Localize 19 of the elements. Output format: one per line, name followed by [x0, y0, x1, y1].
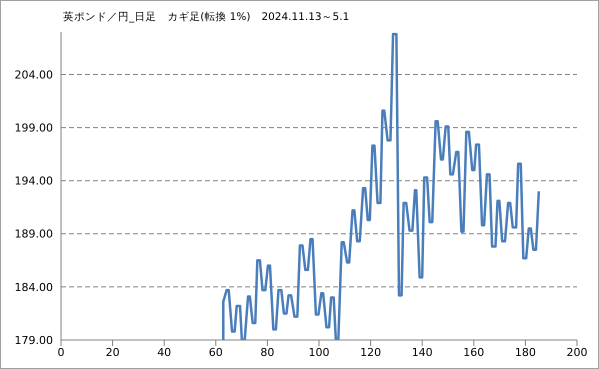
x-tick-label: 100: [308, 346, 330, 359]
x-tick-label: 40: [157, 346, 172, 359]
x-tick-label: 80: [260, 346, 274, 359]
x-tick-label: 180: [514, 346, 536, 359]
x-tick-label: 20: [106, 346, 120, 359]
y-tick-label: 179.00: [14, 334, 53, 347]
x-tick-label: 160: [463, 346, 484, 359]
line-series: [222, 32, 540, 340]
x-tick-label: 120: [360, 346, 382, 359]
x-tick-label: 0: [58, 346, 64, 359]
y-tick-label: 204.00: [14, 68, 53, 82]
x-tick-label: 140: [412, 346, 433, 359]
x-tick-label: 200: [566, 346, 588, 359]
y-tick-label: 189.00: [14, 228, 53, 241]
y-tick-label: 194.00: [14, 174, 53, 188]
chart-title: 英ポンド／円_日足 カギ足(転換 1%) 2024.11.13～5.1: [63, 10, 350, 24]
y-tick-label: 184.00: [14, 280, 53, 294]
x-tick-label: 60: [208, 346, 223, 359]
y-tick-label: 199.00: [14, 121, 53, 134]
